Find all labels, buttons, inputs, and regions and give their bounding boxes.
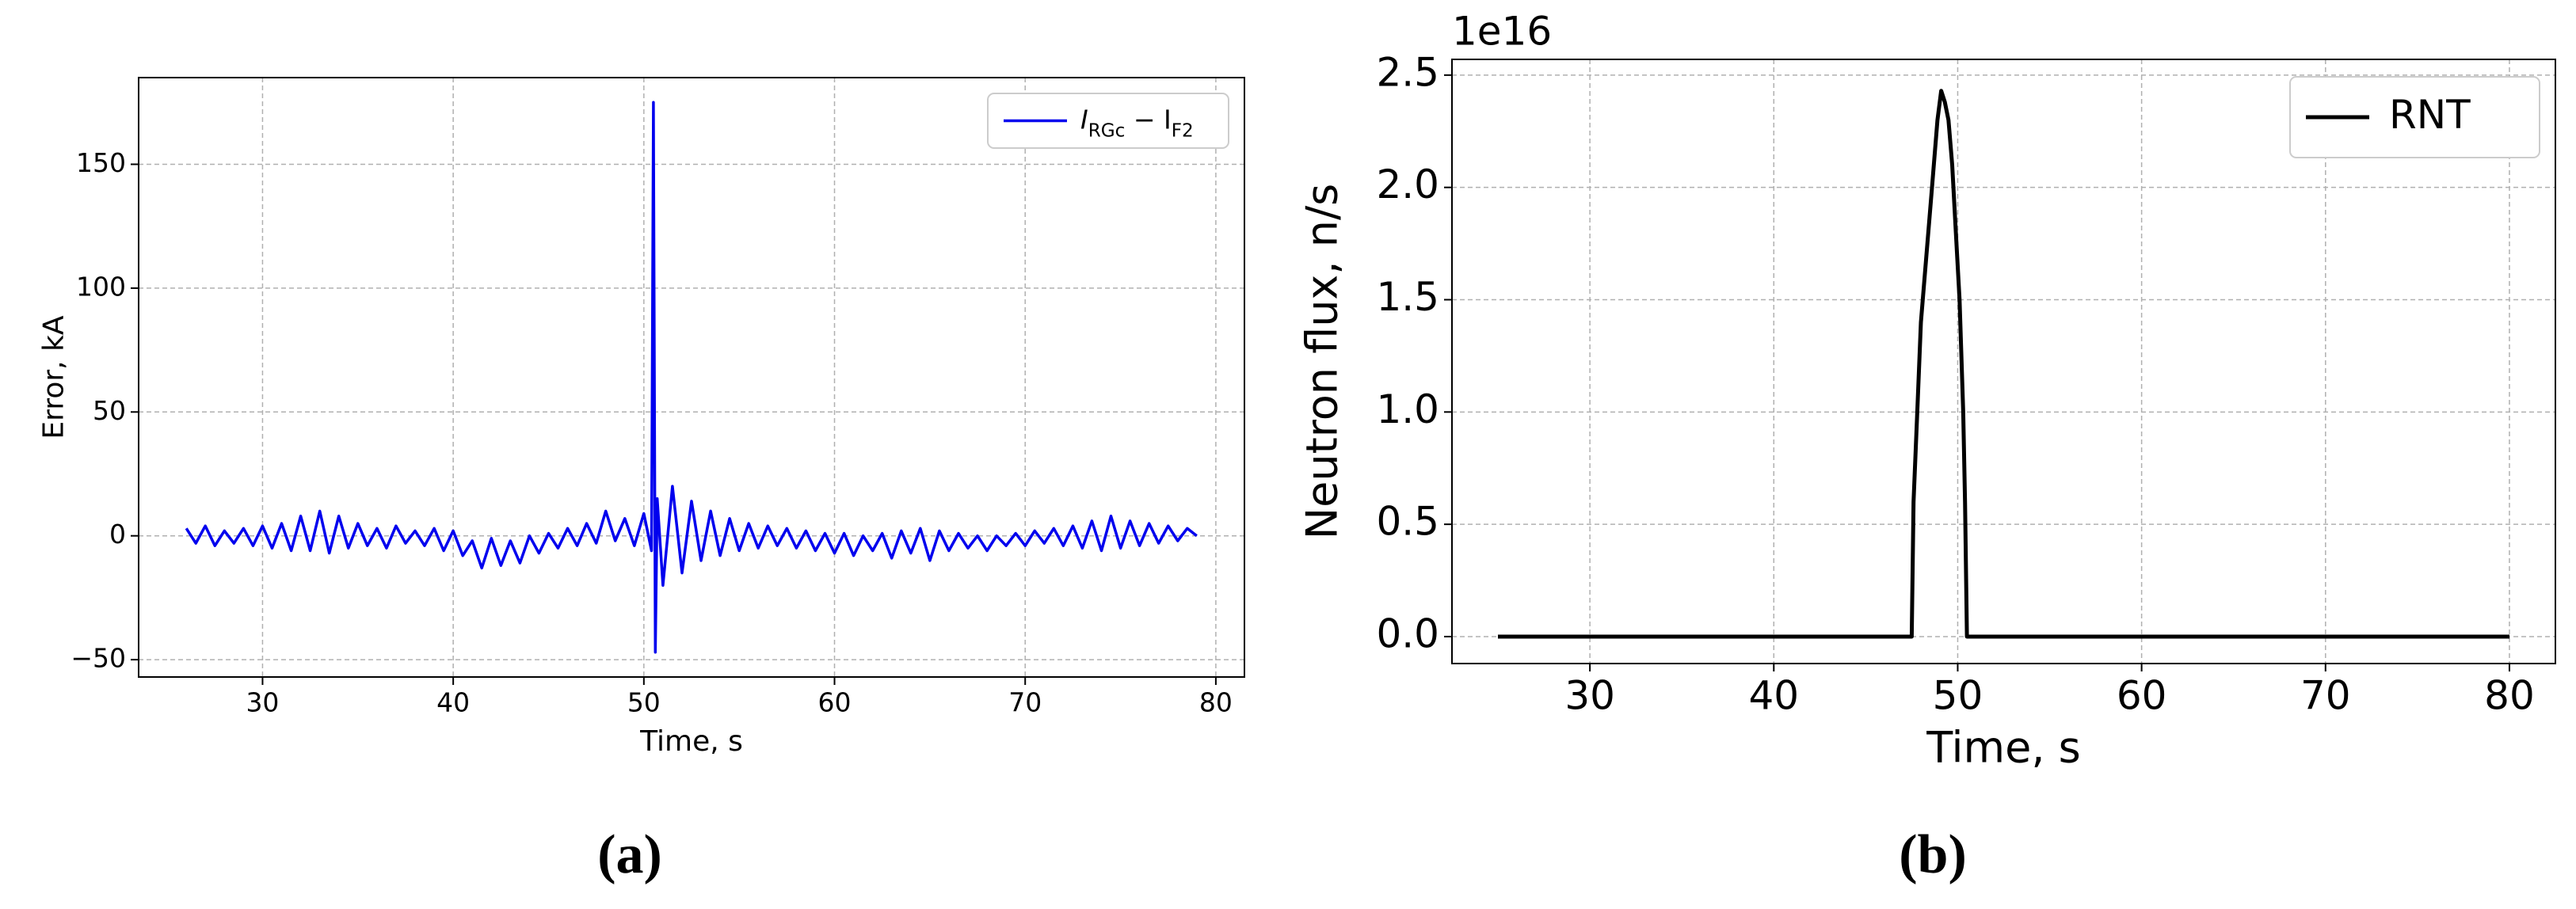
y-tick-label: 50 xyxy=(93,395,126,426)
y-tick-label: 2.5 xyxy=(1376,49,1439,95)
y-tick-label: 0.0 xyxy=(1376,610,1439,656)
y-tick-label: 0.5 xyxy=(1376,499,1439,545)
data-line xyxy=(1498,89,2509,639)
x-tick-label: 50 xyxy=(1933,673,1983,719)
plot-frame xyxy=(1451,59,2556,664)
x-tick-label: 70 xyxy=(1008,687,1042,717)
plot-frame xyxy=(138,77,1245,678)
y-axis-label: Neutron flux, n/s xyxy=(1298,184,1347,540)
y-tick-label: 2.0 xyxy=(1376,162,1439,207)
legend-box xyxy=(987,93,1229,149)
y-tick-label: 1.5 xyxy=(1376,274,1439,320)
x-tick-label: 50 xyxy=(627,687,661,717)
x-axis-label: Time, s xyxy=(639,725,743,758)
legend-label: RNT xyxy=(2389,92,2471,138)
x-tick-label: 60 xyxy=(818,687,852,717)
y-tick-label: 100 xyxy=(76,271,126,302)
x-tick-label: 70 xyxy=(2300,673,2351,719)
x-tick-label: 80 xyxy=(2484,673,2535,719)
x-tick-label: 40 xyxy=(1748,673,1799,719)
y-tick-label: 150 xyxy=(76,147,126,178)
legend-box xyxy=(2289,76,2540,158)
x-tick-label: 30 xyxy=(1564,673,1615,719)
legend-label: IRGc − IF2 xyxy=(1080,104,1194,141)
x-axis-label: Time, s xyxy=(1926,723,2081,773)
x-tick-label: 30 xyxy=(246,687,279,717)
x-tick-label: 60 xyxy=(2117,673,2167,719)
x-tick-label: 80 xyxy=(1199,687,1233,717)
offset-text: 1e16 xyxy=(1452,9,1552,55)
data-line xyxy=(185,101,1198,654)
caption: (a) xyxy=(597,824,662,885)
caption: (b) xyxy=(1899,824,1967,885)
x-tick-label: 40 xyxy=(436,687,470,717)
y-tick-label: 1.0 xyxy=(1376,386,1439,432)
y-tick-label: 0 xyxy=(109,519,126,550)
y-tick-label: −50 xyxy=(70,643,126,674)
y-axis-label: Error, kA xyxy=(37,315,70,439)
